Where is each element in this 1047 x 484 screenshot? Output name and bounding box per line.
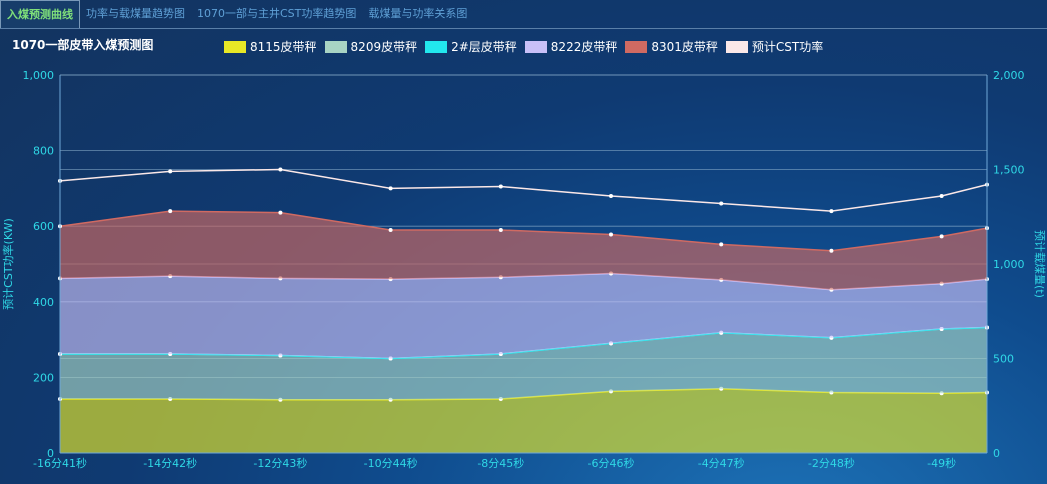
x-tick-label: -2分48秒 — [808, 456, 855, 470]
x-tick-label: -6分46秒 — [588, 456, 635, 470]
legend-swatch — [725, 40, 748, 53]
y-right-tick-label: 1,000 — [993, 258, 1025, 271]
x-tick-label: -16分41秒 — [33, 456, 87, 470]
legend-item[interactable]: 2#层皮带秤 — [425, 38, 517, 55]
cst-data-point — [609, 193, 614, 198]
legend-label: 8222皮带秤 — [550, 40, 618, 54]
cst-power-line — [59, 168, 988, 212]
cst-data-point — [168, 169, 173, 174]
area-0 — [60, 388, 987, 453]
area-3 — [60, 273, 987, 359]
x-tick-label: -4分47秒 — [698, 456, 745, 470]
data-point — [939, 234, 944, 239]
x-tick-label: -49秒 — [927, 456, 956, 470]
legend: 8115皮带秤 8209皮带秤 2#层皮带秤 8222皮带秤 8301皮带秤 预计CST功… — [224, 38, 823, 55]
data-point — [498, 227, 503, 232]
tab-power-load-trend[interactable]: 功率与载煤量趋势图 — [86, 7, 185, 20]
x-tick-label: -8分45秒 — [477, 456, 524, 470]
data-point — [388, 227, 393, 232]
legend-swatch — [324, 40, 347, 53]
y-left-tick-label: 600 — [33, 220, 54, 233]
legend-swatch — [425, 40, 448, 53]
area-4 — [60, 211, 987, 290]
cst-data-point — [388, 186, 393, 191]
x-tick-label: -10分44秒 — [364, 456, 418, 470]
legend-label: 8115皮带秤 — [250, 40, 317, 54]
y-left-tick-label: 0 — [47, 447, 54, 460]
series-line-0 — [60, 387, 988, 401]
data-point — [168, 209, 173, 214]
y-axis-right-label: 预计载煤量(t) — [1033, 230, 1046, 298]
data-point — [829, 248, 834, 253]
legend-item[interactable]: 8301皮带秤 — [625, 38, 718, 55]
tab-coal-forecast[interactable]: 入煤预测曲线 — [0, 0, 80, 28]
cst-data-point — [719, 201, 724, 206]
cst-data-point — [829, 209, 834, 214]
legend-swatch — [524, 40, 547, 53]
x-tick-label: -14分42秒 — [143, 456, 197, 470]
y-right-tick-label: 500 — [993, 353, 1014, 366]
legend-item[interactable]: 8209皮带秤 — [324, 38, 418, 55]
legend-label: 8301皮带秤 — [651, 40, 718, 54]
y-right-tick-label: 1,500 — [993, 164, 1025, 177]
cst-data-point — [498, 184, 503, 189]
y-left-tick-label: 1,000 — [23, 69, 55, 82]
tab-cst-power-trend[interactable]: 1070一部与主井CST功率趋势图 — [197, 7, 357, 20]
legend-item[interactable]: 8115皮带秤 — [224, 38, 317, 55]
series-line-4 — [59, 210, 988, 252]
y-right-tick-label: 2,000 — [993, 69, 1025, 82]
legend-item[interactable]: 8222皮带秤 — [524, 38, 618, 55]
legend-label: 预计CST功率 — [751, 40, 824, 54]
data-point — [719, 242, 724, 247]
x-tick-label: -12分43秒 — [253, 456, 307, 470]
legend-swatch — [224, 40, 246, 53]
cst-data-point — [939, 193, 944, 198]
tab-bar: 入煤预测曲线 功率与载煤量趋势图 1070一部与主井CST功率趋势图 载煤量与功… — [0, 0, 1047, 29]
area-1 — [60, 327, 987, 400]
legend-label: 8209皮带秤 — [350, 40, 418, 54]
legend-swatch — [625, 40, 648, 53]
data-point — [278, 210, 283, 215]
y-left-tick-label: 400 — [33, 296, 54, 309]
data-point — [609, 232, 614, 237]
chart-title: 1070一部皮带入煤预测图 — [12, 38, 154, 52]
tab-load-power-relation[interactable]: 载煤量与功率关系图 — [368, 7, 468, 20]
legend-label: 2#层皮带秤 — [451, 40, 517, 54]
y-left-tick-label: 200 — [33, 371, 54, 384]
legend-item[interactable]: 预计CST功率 — [725, 38, 824, 55]
y-left-tick-label: 800 — [33, 145, 54, 158]
y-axis-left-label: 预计CST功率(KW) — [1, 218, 15, 310]
cst-data-point — [278, 167, 283, 172]
y-right-tick-label: 0 — [993, 447, 1000, 460]
